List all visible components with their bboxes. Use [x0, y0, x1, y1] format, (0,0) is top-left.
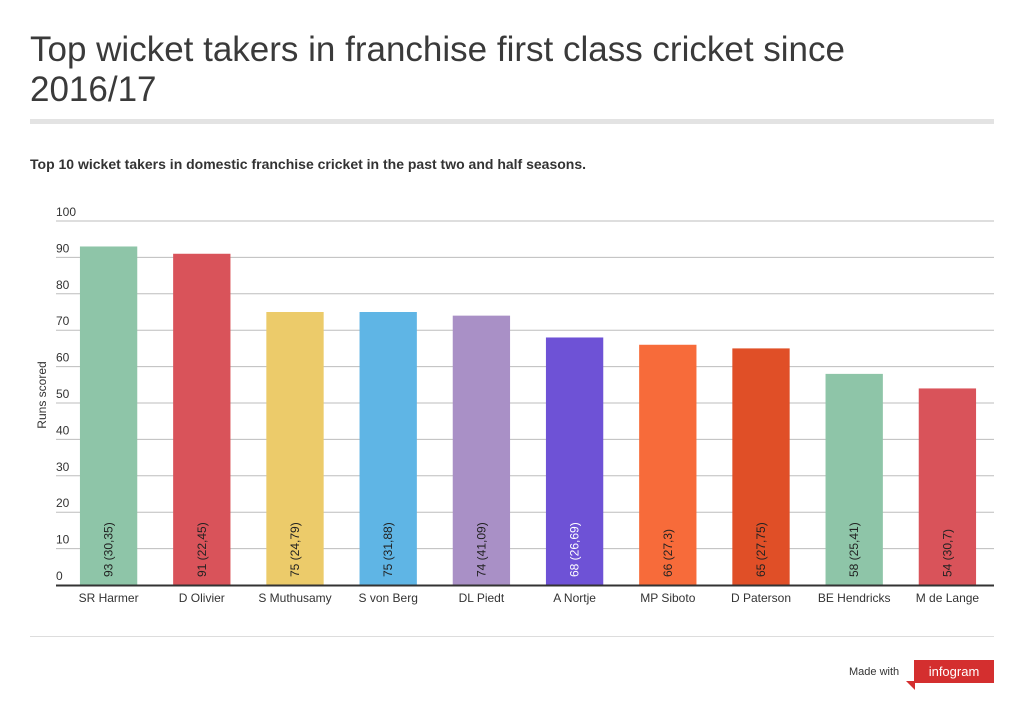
y-tick-label: 50 [56, 387, 70, 401]
bar-value-label: 65 (27,75) [754, 522, 768, 577]
bar-value-label: 75 (31,88) [381, 522, 395, 577]
x-tick-label: M de Lange [916, 591, 980, 605]
bar-value-label: 74 (41,09) [474, 522, 488, 577]
bar[interactable] [918, 388, 977, 585]
y-tick-label: 0 [56, 569, 63, 583]
bar[interactable] [545, 337, 604, 585]
x-tick-label: D Olivier [179, 591, 225, 605]
infogram-logo[interactable]: infogram [914, 660, 994, 683]
bar-value-label: 75 (24,79) [288, 522, 302, 577]
y-tick-label: 20 [56, 496, 70, 510]
x-tick-label: S von Berg [359, 591, 418, 605]
x-tick-label: DL Piedt [459, 591, 505, 605]
y-tick-label: 60 [56, 351, 70, 365]
x-tick-label: A Nortje [553, 591, 596, 605]
bar-value-label: 68 (26,69) [568, 522, 582, 577]
title-divider [30, 119, 994, 124]
brand-logo-tail [906, 681, 915, 690]
bar-value-label: 66 (27,3) [661, 529, 675, 577]
x-tick-label: S Muthusamy [258, 591, 331, 605]
bar-value-label: 93 (30,35) [102, 522, 116, 577]
y-axis-ticks: 0 10 20 30 40 50 60 70 80 90 100 [56, 205, 76, 583]
x-tick-label: BE Hendricks [818, 591, 891, 605]
y-tick-label: 70 [56, 314, 70, 328]
bar[interactable] [452, 315, 511, 585]
bar[interactable] [825, 373, 883, 585]
x-tick-label: MP Siboto [640, 591, 695, 605]
bar-value-label: 54 (30,7) [940, 529, 954, 577]
bar[interactable] [359, 312, 417, 585]
bar[interactable] [639, 344, 697, 585]
bar[interactable] [266, 312, 324, 585]
bar-chart: 0 10 20 30 40 50 60 70 80 90 100 Runs scored 93 (3… [35, 205, 994, 605]
chart-subtitle: Top 10 wicket takers in domestic franchi… [30, 156, 587, 172]
made-with-text: Made with [849, 666, 900, 678]
x-tick-label: D Paterson [731, 591, 791, 605]
bar-value-label: 91 (22,45) [195, 522, 209, 577]
bar[interactable] [732, 348, 790, 585]
page-title: Top wicket takers in franchise first cla… [30, 30, 845, 109]
x-axis-ticks: SR Harmer D Olivier S Muthusamy S von Berg D… [79, 591, 980, 605]
bar[interactable] [79, 246, 138, 586]
bar[interactable] [173, 253, 231, 585]
bars [79, 246, 977, 586]
y-tick-label: 80 [56, 278, 70, 292]
y-axis-label: Runs scored [35, 361, 49, 428]
footer-divider [30, 636, 994, 637]
bar-value-label: 58 (25,41) [847, 522, 861, 577]
x-tick-label: SR Harmer [79, 591, 139, 605]
y-tick-label: 30 [56, 460, 70, 474]
y-tick-label: 10 [56, 533, 70, 547]
y-tick-label: 40 [56, 423, 70, 437]
y-tick-label: 100 [56, 205, 76, 219]
y-tick-label: 90 [56, 241, 70, 255]
bar-data-labels: 93 (30,35) 91 (22,45) 75 (24,79) 75 (31,88)… [102, 522, 955, 577]
